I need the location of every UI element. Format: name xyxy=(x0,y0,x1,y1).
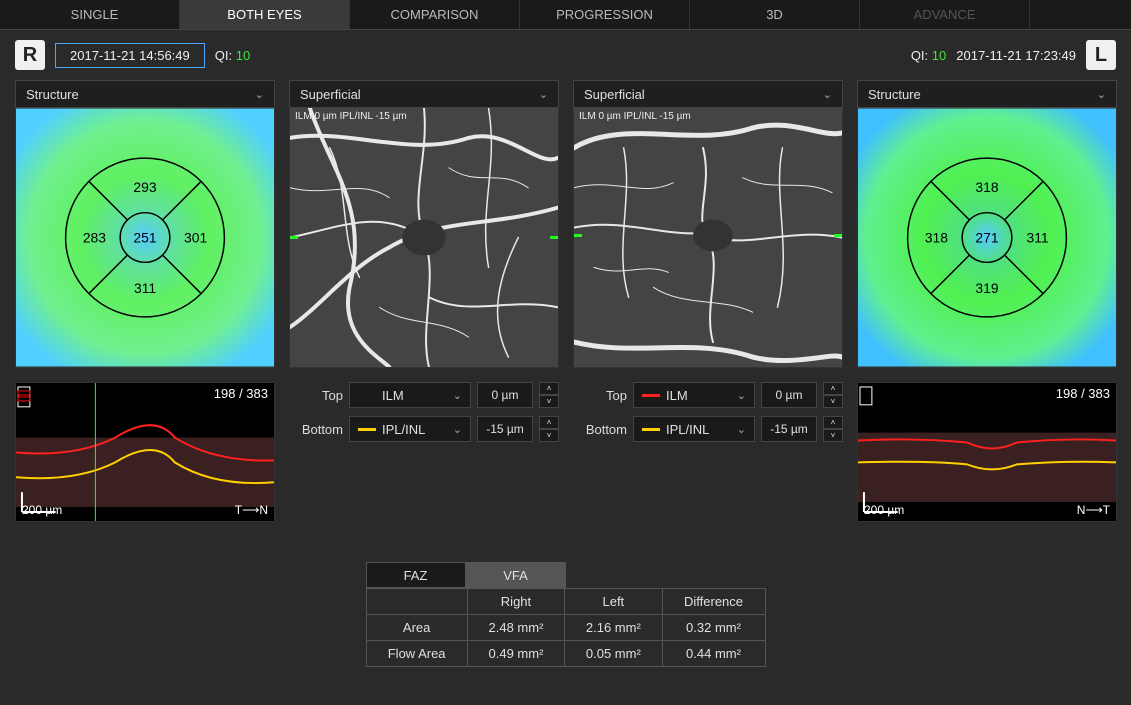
results-table: Right Left Difference Area 2.48 mm² 2.16… xyxy=(366,588,766,667)
svg-text:311: 311 xyxy=(1027,229,1049,245)
right-bottom-offset-up[interactable]: ˄ xyxy=(539,416,559,429)
right-top-offset-up[interactable]: ˄ xyxy=(539,382,559,395)
right-top-layer-name: ILM xyxy=(382,388,404,403)
left-scan-timestamp: 2017-11-21 17:23:49 xyxy=(956,48,1076,63)
results-col-right: Right xyxy=(467,589,564,615)
left-eye-badge: L xyxy=(1086,40,1116,70)
right-qi-label: QI: xyxy=(215,48,232,63)
left-top-layer-select[interactable]: ILM ⌄ xyxy=(633,382,755,408)
left-bottom-layer-name: IPL/INL xyxy=(666,422,709,437)
svg-text:318: 318 xyxy=(975,179,998,195)
right-bottom-offset-down[interactable]: ˅ xyxy=(539,429,559,442)
right-superficial-title: Superficial xyxy=(300,87,361,102)
right-bscan-counter: 198 / 383 xyxy=(214,386,268,401)
right-angio-image[interactable]: ILM 0 µm IPL/INL -15 µm xyxy=(289,108,559,368)
right-top-offset[interactable]: 0 µm xyxy=(477,382,533,408)
left-top-offset-down[interactable]: ˅ xyxy=(823,395,843,408)
right-bscan-direction: T⟶N xyxy=(235,503,268,517)
right-top-label: Top xyxy=(289,388,343,403)
results-col-blank xyxy=(366,589,467,615)
results-col-diff: Difference xyxy=(662,589,765,615)
left-top-offset-up[interactable]: ˄ xyxy=(823,382,843,395)
left-thickness-map[interactable]: 271 318 319 318 311 xyxy=(857,108,1117,368)
tab-comparison[interactable]: COMPARISON xyxy=(350,0,520,29)
svg-text:283: 283 xyxy=(83,229,106,245)
right-structure-title: Structure xyxy=(26,87,79,102)
svg-text:251: 251 xyxy=(133,229,156,245)
ilm-swatch xyxy=(642,394,660,397)
results-tab-faz[interactable]: FAZ xyxy=(366,562,466,588)
results-row-flow-area: Flow Area 0.49 mm² 0.05 mm² 0.44 mm² xyxy=(366,641,765,667)
left-structure-title: Structure xyxy=(868,87,921,102)
tab-3d[interactable]: 3D xyxy=(690,0,860,29)
right-top-layer-select[interactable]: ILM ⌄ xyxy=(349,382,471,408)
left-qi-value: 10 xyxy=(932,48,946,63)
svg-text:271: 271 xyxy=(975,229,998,245)
left-top-layer-name: ILM xyxy=(666,388,688,403)
right-bottom-label: Bottom xyxy=(289,422,343,437)
left-structure-header[interactable]: Structure ⌄ xyxy=(857,80,1117,108)
results-col-left: Left xyxy=(565,589,662,615)
info-bar: R 2017-11-21 14:56:49 QI: 10 QI: 10 2017… xyxy=(0,30,1131,80)
chevron-down-icon: ⌄ xyxy=(453,423,462,436)
svg-text:293: 293 xyxy=(133,179,156,195)
right-bscan-scale: 200 µm xyxy=(22,503,62,517)
results-row-area: Area 2.48 mm² 2.16 mm² 0.32 mm² xyxy=(366,615,765,641)
chevron-down-icon: ⌄ xyxy=(737,389,746,402)
left-bottom-offset-down[interactable]: ˅ xyxy=(823,429,843,442)
tab-both-eyes[interactable]: BOTH EYES xyxy=(180,0,350,29)
svg-text:319: 319 xyxy=(975,280,998,296)
left-superficial-header[interactable]: Superficial ⌄ xyxy=(573,80,843,108)
right-scan-timestamp-selector[interactable]: 2017-11-21 14:56:49 xyxy=(55,43,205,68)
left-bottom-offset-up[interactable]: ˄ xyxy=(823,416,843,429)
results-panel: FAZ VFA Right Left Difference Area 2.48 … xyxy=(366,562,766,667)
left-qi-label: QI: xyxy=(911,48,928,63)
right-structure-header[interactable]: Structure ⌄ xyxy=(15,80,275,108)
svg-text:311: 311 xyxy=(134,280,156,296)
chevron-down-icon: ⌄ xyxy=(1097,88,1106,101)
chevron-down-icon: ⌄ xyxy=(453,389,462,402)
left-bscan-counter: 198 / 383 xyxy=(1056,386,1110,401)
ipl-swatch xyxy=(358,428,376,431)
left-bottom-layer-select[interactable]: IPL/INL ⌄ xyxy=(633,416,755,442)
right-thickness-map[interactable]: 251 293 311 283 301 xyxy=(15,108,275,368)
left-bottom-offset[interactable]: -15 µm xyxy=(761,416,817,442)
chevron-down-icon: ⌄ xyxy=(823,88,832,101)
panel-grid: Structure ⌄ xyxy=(0,80,1131,522)
left-bscan-scale: 200 µm xyxy=(864,503,904,517)
right-angio-slab-label: ILM 0 µm IPL/INL -15 µm xyxy=(295,111,407,122)
left-bscan-direction: N⟶T xyxy=(1077,503,1110,517)
right-layer-controls: Top ILM ⌄ 0 µm ˄ ˅ Bottom IPL/INL ⌄ xyxy=(289,382,559,442)
right-bottom-layer-select[interactable]: IPL/INL ⌄ xyxy=(349,416,471,442)
svg-text:301: 301 xyxy=(184,229,207,245)
view-tabs: SINGLE BOTH EYES COMPARISON PROGRESSION … xyxy=(0,0,1131,30)
chevron-down-icon: ⌄ xyxy=(539,88,548,101)
ipl-swatch xyxy=(642,428,660,431)
right-superficial-header[interactable]: Superficial ⌄ xyxy=(289,80,559,108)
right-bscan[interactable]: 198 / 383 200 µm T⟶N xyxy=(15,382,275,522)
left-superficial-title: Superficial xyxy=(584,87,645,102)
tab-progression[interactable]: PROGRESSION xyxy=(520,0,690,29)
left-layer-controls: Top ILM ⌄ 0 µm ˄ ˅ Bottom IPL/INL ⌄ xyxy=(573,382,843,442)
left-top-label: Top xyxy=(573,388,627,403)
tab-single[interactable]: SINGLE xyxy=(10,0,180,29)
chevron-down-icon: ⌄ xyxy=(255,88,264,101)
chevron-down-icon: ⌄ xyxy=(737,423,746,436)
tab-advance: ADVANCE xyxy=(860,0,1030,29)
right-eye-badge: R xyxy=(15,40,45,70)
right-bottom-offset[interactable]: -15 µm xyxy=(477,416,533,442)
left-angio-image[interactable]: ILM 0 µm IPL/INL -15 µm xyxy=(573,108,843,368)
svg-text:318: 318 xyxy=(925,229,948,245)
ilm-swatch xyxy=(358,394,376,397)
left-bottom-label: Bottom xyxy=(573,422,627,437)
left-bscan[interactable]: 198 / 383 200 µm N⟶T xyxy=(857,382,1117,522)
right-top-offset-down[interactable]: ˅ xyxy=(539,395,559,408)
right-qi-value: 10 xyxy=(236,48,250,63)
left-top-offset[interactable]: 0 µm xyxy=(761,382,817,408)
left-angio-slab-label: ILM 0 µm IPL/INL -15 µm xyxy=(579,111,691,122)
right-bottom-layer-name: IPL/INL xyxy=(382,422,425,437)
results-tab-vfa[interactable]: VFA xyxy=(466,562,566,588)
